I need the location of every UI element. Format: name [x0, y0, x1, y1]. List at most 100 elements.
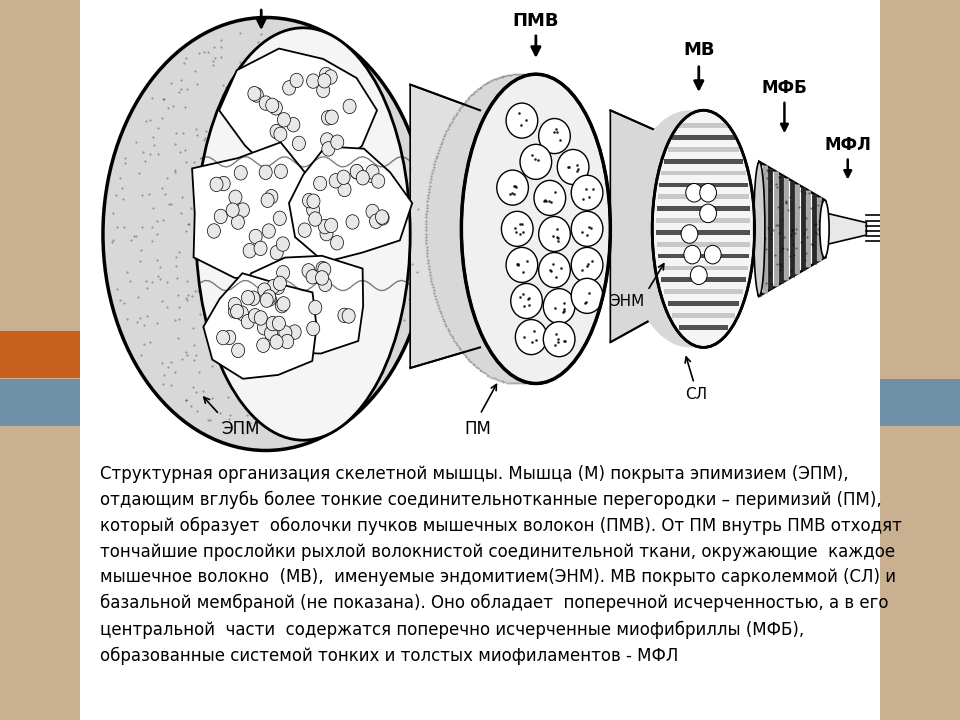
Polygon shape [289, 146, 412, 262]
Circle shape [273, 316, 285, 330]
Circle shape [234, 166, 248, 180]
Circle shape [263, 289, 276, 304]
Circle shape [275, 164, 287, 179]
Circle shape [376, 211, 389, 225]
Polygon shape [236, 256, 363, 354]
Circle shape [306, 74, 320, 89]
Circle shape [276, 237, 289, 251]
Circle shape [270, 101, 282, 115]
Text: МВ: МВ [683, 41, 714, 59]
Circle shape [316, 261, 329, 276]
Circle shape [230, 305, 244, 319]
Circle shape [262, 224, 276, 238]
Circle shape [259, 165, 273, 179]
Circle shape [276, 266, 290, 280]
Ellipse shape [820, 200, 829, 258]
Bar [0, 331, 80, 378]
Bar [0, 0, 80, 720]
Polygon shape [410, 84, 480, 368]
Circle shape [265, 189, 277, 204]
Circle shape [266, 318, 279, 333]
Circle shape [684, 246, 701, 264]
Circle shape [231, 215, 245, 230]
Circle shape [277, 297, 290, 311]
Circle shape [267, 279, 280, 294]
Text: ПМВ: ПМВ [513, 12, 559, 30]
Circle shape [685, 184, 703, 202]
Circle shape [539, 217, 570, 251]
Bar [658, 194, 749, 199]
Circle shape [210, 177, 223, 192]
Circle shape [241, 315, 254, 329]
Text: Структурная организация скелетной мышцы. Мышца (М) покрыта эпимизием (ЭПМ),
отда: Структурная организация скелетной мышцы.… [100, 465, 901, 665]
Circle shape [324, 70, 337, 84]
Circle shape [217, 330, 229, 345]
Ellipse shape [424, 74, 611, 384]
Circle shape [249, 308, 262, 323]
Bar [672, 135, 734, 140]
Bar [880, 0, 960, 720]
Circle shape [270, 125, 283, 139]
Circle shape [288, 325, 301, 339]
Circle shape [243, 243, 256, 258]
Circle shape [276, 298, 288, 313]
Circle shape [306, 202, 320, 217]
Circle shape [375, 210, 389, 224]
Circle shape [270, 335, 283, 349]
Circle shape [338, 182, 351, 197]
Circle shape [236, 203, 250, 217]
Ellipse shape [462, 74, 611, 384]
Circle shape [266, 316, 279, 330]
Circle shape [272, 280, 285, 294]
Circle shape [506, 103, 538, 138]
Circle shape [329, 174, 342, 188]
Circle shape [254, 311, 267, 325]
Circle shape [337, 170, 350, 184]
Polygon shape [219, 48, 377, 177]
Circle shape [318, 73, 331, 88]
Circle shape [277, 112, 291, 127]
Circle shape [331, 135, 344, 149]
Circle shape [280, 334, 294, 348]
Circle shape [543, 322, 575, 356]
Text: ЭПМ: ЭПМ [221, 420, 260, 438]
Circle shape [260, 293, 274, 307]
Circle shape [322, 142, 335, 156]
Circle shape [274, 276, 286, 291]
Circle shape [263, 292, 276, 306]
Circle shape [539, 119, 570, 153]
Bar [660, 183, 748, 187]
Circle shape [293, 136, 305, 150]
Circle shape [228, 297, 241, 312]
Circle shape [306, 321, 320, 336]
Circle shape [270, 246, 283, 260]
Circle shape [366, 165, 379, 179]
Circle shape [250, 229, 262, 243]
Circle shape [325, 110, 338, 125]
Polygon shape [192, 143, 334, 279]
Circle shape [217, 176, 230, 191]
Circle shape [314, 176, 326, 191]
Circle shape [277, 331, 291, 346]
Polygon shape [611, 110, 657, 342]
Text: СЛ: СЛ [684, 387, 708, 402]
Circle shape [316, 271, 328, 285]
Circle shape [338, 308, 351, 323]
Ellipse shape [652, 110, 755, 348]
Circle shape [235, 306, 249, 320]
Circle shape [309, 212, 322, 226]
Bar [657, 230, 751, 235]
Circle shape [306, 269, 319, 284]
Circle shape [516, 320, 547, 355]
Circle shape [274, 127, 287, 142]
Polygon shape [759, 162, 825, 296]
Circle shape [330, 235, 344, 250]
Circle shape [214, 210, 228, 224]
Text: М: М [252, 0, 270, 4]
Ellipse shape [754, 162, 765, 296]
Text: МФЛ: МФЛ [825, 135, 871, 153]
Bar [667, 301, 739, 306]
Circle shape [319, 277, 332, 292]
Circle shape [254, 241, 267, 256]
Bar [661, 277, 746, 282]
